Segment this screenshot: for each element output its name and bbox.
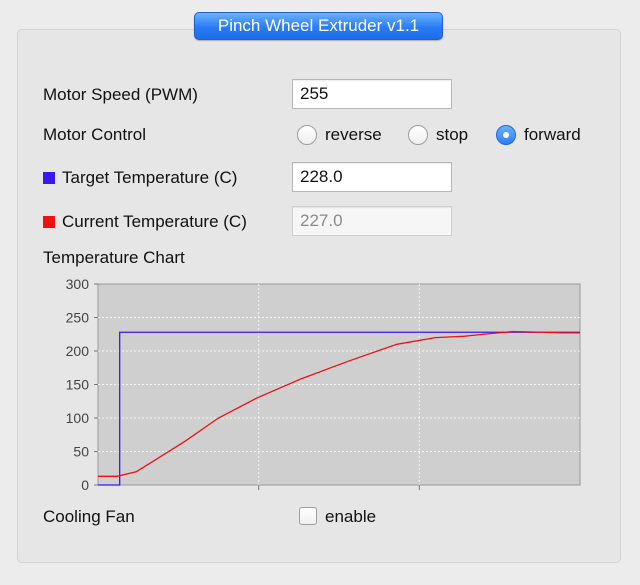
- motor-speed-label: Motor Speed (PWM): [43, 85, 198, 104]
- chart-y-tick-label: 200: [66, 343, 90, 359]
- chart-y-tick-label: 150: [66, 377, 90, 393]
- chart-y-tick-label: 300: [66, 276, 90, 292]
- reverse-radio-label: reverse: [325, 125, 382, 144]
- window-title-tab: Pinch Wheel Extruder v1.1: [194, 12, 443, 40]
- chart-y-tick-label: 50: [73, 444, 89, 460]
- motor-forward-radio[interactable]: forward: [496, 123, 581, 147]
- chart-y-tick-label: 0: [81, 477, 89, 493]
- target-temperature-label-row: Target Temperature (C): [43, 168, 237, 188]
- current-temperature-label-row: Current Temperature (C): [43, 212, 247, 232]
- motor-speed-input[interactable]: [292, 79, 452, 109]
- forward-radio-circle[interactable]: [496, 125, 516, 145]
- forward-radio-label: forward: [524, 125, 581, 144]
- motor-stop-radio[interactable]: stop: [408, 123, 468, 147]
- stop-radio-label: stop: [436, 125, 469, 144]
- current-temperature-series-line: [98, 330, 580, 477]
- target-temperature-label: Target Temperature (C): [62, 168, 238, 187]
- motor-reverse-radio[interactable]: reverse: [297, 123, 382, 147]
- cooling-fan-enable-label: enable: [325, 507, 377, 526]
- current-temperature-field: [292, 206, 452, 236]
- cooling-fan-checkbox[interactable]: [299, 507, 317, 525]
- chart-y-tick-label: 100: [66, 410, 90, 426]
- target-temperature-input[interactable]: [292, 162, 452, 192]
- motor-control-label: Motor Control: [43, 125, 146, 144]
- stop-radio-circle[interactable]: [408, 125, 428, 145]
- reverse-radio-circle[interactable]: [297, 125, 317, 145]
- cooling-fan-label: Cooling Fan: [43, 507, 135, 526]
- target-temperature-series-line: [98, 331, 580, 486]
- chart-y-tick-label: 250: [66, 310, 90, 326]
- temperature-chart: 0 50 100 150 200 250 300: [66, 276, 581, 493]
- target-temperature-swatch: [43, 172, 55, 184]
- current-temperature-label: Current Temperature (C): [62, 212, 247, 231]
- current-temperature-swatch: [43, 216, 55, 228]
- temperature-chart-label: Temperature Chart: [43, 248, 185, 267]
